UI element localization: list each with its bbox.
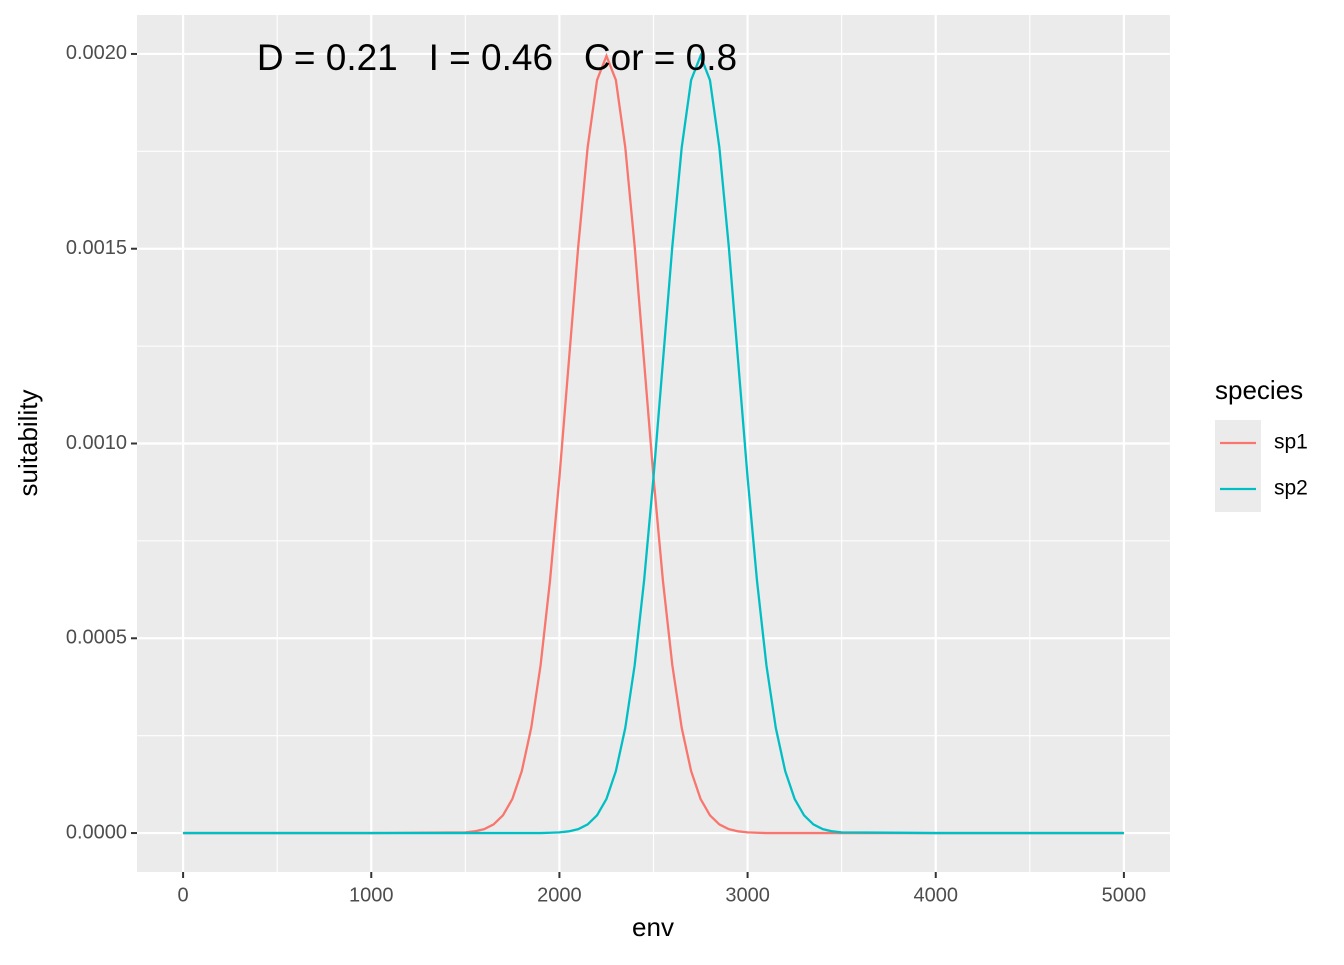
y-tick-label: 0.0020 (66, 42, 127, 64)
y-tick-label: 0.0005 (66, 627, 127, 649)
y-tick-label: 0.0000 (66, 821, 127, 843)
x-axis-title: env (632, 912, 674, 942)
x-tick-label: 3000 (725, 884, 770, 906)
annotation: D = 0.21 I = 0.46 Cor = 0.8 (257, 37, 737, 78)
grid (137, 15, 1170, 872)
legend-label: sp1 (1274, 431, 1308, 454)
x-tick-label: 2000 (537, 884, 582, 906)
legend-label: sp2 (1274, 477, 1308, 500)
y-tick-label: 0.0010 (66, 432, 127, 454)
x-tick-label: 0 (178, 884, 189, 906)
x-tick-label: 4000 (913, 884, 958, 906)
legend: species sp1 sp2 (1215, 375, 1308, 512)
series-line (183, 52, 1124, 835)
lines (183, 52, 1124, 835)
x-tick-label: 5000 (1102, 884, 1147, 906)
legend-title: species (1215, 375, 1303, 405)
y-axis-title: suitability (13, 390, 43, 497)
y-tick-label: 0.0015 (66, 237, 127, 259)
x-tick-label: 1000 (349, 884, 394, 906)
